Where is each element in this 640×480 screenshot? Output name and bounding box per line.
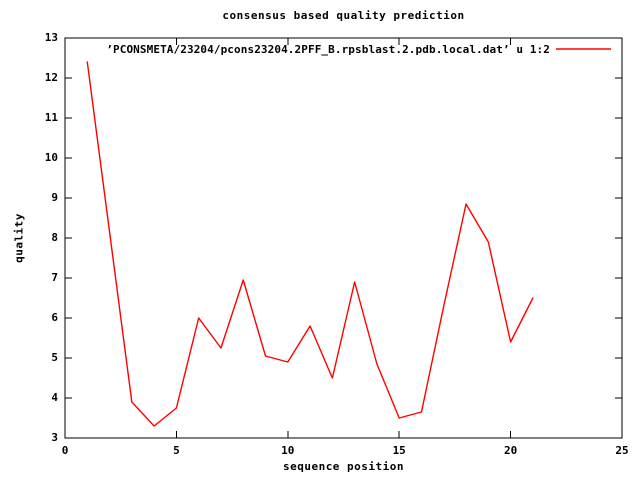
legend-label: ’PCONSMETA/23204/pcons23204.2PFF_B.rpsbl… [106, 43, 550, 56]
plot-frame [64, 37, 623, 439]
y-tick-label: 4 [51, 391, 58, 404]
y-tick-label: 10 [44, 151, 58, 164]
y-tick-label: 5 [51, 351, 58, 364]
y-tick-label: 9 [51, 191, 58, 204]
chart-title: consensus based quality prediction [222, 9, 465, 22]
x-tick-label: 15 [392, 444, 406, 457]
x-tick-label: 10 [281, 444, 295, 457]
y-tick-label: 11 [44, 111, 58, 124]
x-tick-label: 20 [503, 444, 518, 457]
y-tick-label: 12 [44, 71, 58, 84]
y-tick-label: 8 [51, 231, 58, 244]
series-line [86, 61, 534, 427]
y-tick-label: 7 [51, 271, 58, 284]
y-tick-label: 13 [44, 31, 58, 44]
y-tick-label: 3 [51, 431, 58, 444]
x-tick-label: 25 [615, 444, 629, 457]
y-tick-label: 6 [51, 311, 58, 324]
axis-ticks [64, 37, 623, 439]
x-tick-label: 0 [61, 444, 69, 457]
x-tick-label: 5 [173, 444, 180, 457]
x-axis-label: sequence position [282, 460, 405, 473]
